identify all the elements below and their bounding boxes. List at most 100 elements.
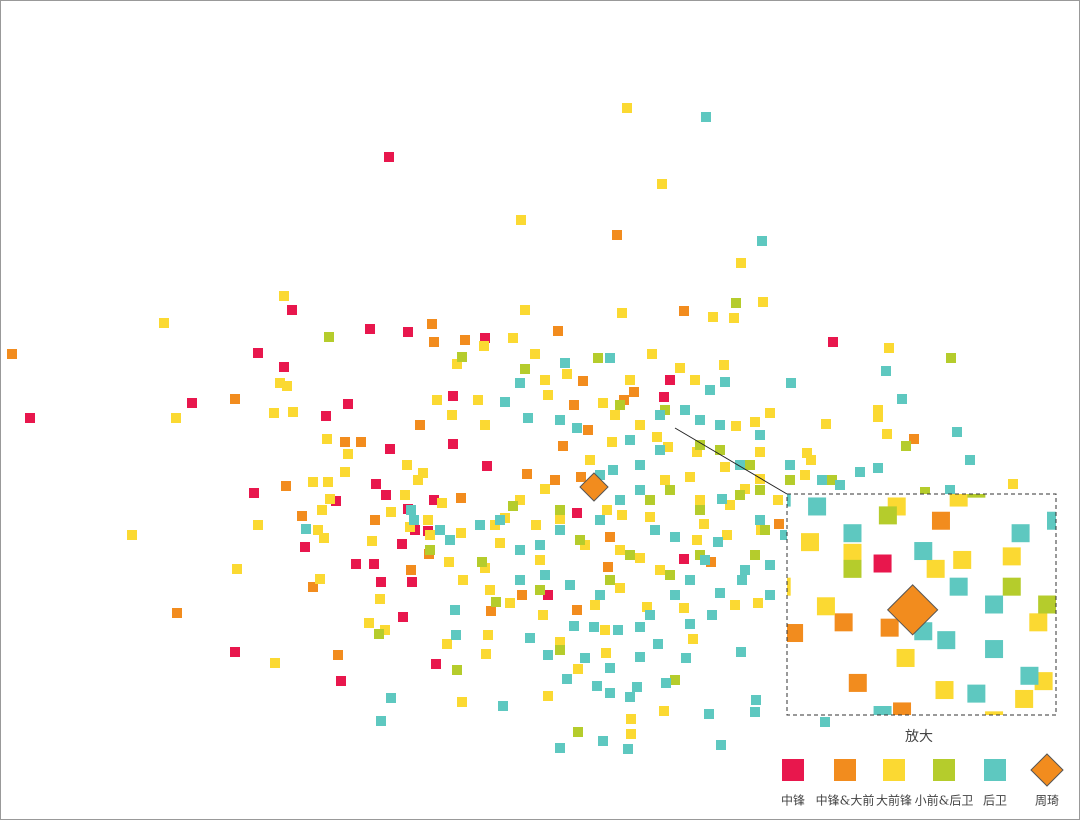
point xyxy=(780,530,790,540)
point xyxy=(685,472,695,482)
point xyxy=(398,612,408,622)
point xyxy=(343,399,353,409)
point xyxy=(695,495,705,505)
point xyxy=(520,305,530,315)
point xyxy=(615,583,625,593)
point xyxy=(701,112,711,122)
point xyxy=(374,629,384,639)
point xyxy=(953,550,972,569)
point xyxy=(375,594,385,604)
point xyxy=(279,362,289,372)
point xyxy=(650,525,660,535)
point xyxy=(625,550,635,560)
point xyxy=(603,562,613,572)
point xyxy=(605,688,615,698)
point xyxy=(680,405,690,415)
point xyxy=(873,706,892,715)
point xyxy=(757,236,767,246)
point xyxy=(647,349,657,359)
point xyxy=(665,485,675,495)
point xyxy=(324,332,334,342)
point xyxy=(617,510,627,520)
point xyxy=(127,530,137,540)
point xyxy=(230,647,240,657)
point xyxy=(279,291,289,301)
point xyxy=(715,420,725,430)
point xyxy=(751,695,761,705)
point xyxy=(834,613,853,632)
point xyxy=(679,306,689,316)
point xyxy=(622,103,632,113)
point xyxy=(816,597,835,616)
point xyxy=(473,395,483,405)
point xyxy=(896,648,915,667)
point xyxy=(595,470,605,480)
point xyxy=(580,653,590,663)
point xyxy=(659,706,669,716)
point xyxy=(540,484,550,494)
point xyxy=(679,554,689,564)
point xyxy=(491,597,501,607)
point xyxy=(665,375,675,385)
point xyxy=(625,435,635,445)
point xyxy=(1020,666,1039,685)
point xyxy=(483,630,493,640)
point xyxy=(397,539,407,549)
point xyxy=(400,490,410,500)
point xyxy=(593,353,603,363)
zoom-label: 放大 xyxy=(905,729,933,745)
point xyxy=(750,707,760,717)
point xyxy=(369,559,379,569)
point xyxy=(625,692,635,702)
point xyxy=(381,490,391,500)
point xyxy=(785,460,795,470)
overlay: 中锋 中锋&大前 大前锋 小前&后卫 后卫 周琦 xyxy=(674,427,1064,808)
point xyxy=(635,420,645,430)
point xyxy=(386,507,396,517)
point xyxy=(403,327,413,337)
point xyxy=(645,610,655,620)
point xyxy=(448,391,458,401)
point xyxy=(722,530,732,540)
point xyxy=(282,381,292,391)
point xyxy=(625,375,635,385)
point xyxy=(336,676,346,686)
point xyxy=(508,333,518,343)
point xyxy=(965,455,975,465)
point xyxy=(555,505,565,515)
point xyxy=(517,590,527,600)
point xyxy=(765,560,775,570)
point xyxy=(444,557,454,567)
point xyxy=(605,353,615,363)
point xyxy=(897,394,907,404)
legend-label: 大前锋 xyxy=(876,793,912,808)
point xyxy=(1034,672,1053,691)
point xyxy=(313,525,323,535)
point xyxy=(729,313,739,323)
point xyxy=(760,525,770,535)
point xyxy=(572,423,582,433)
point xyxy=(376,716,386,726)
point xyxy=(317,505,327,515)
point xyxy=(297,511,307,521)
point xyxy=(725,500,735,510)
point xyxy=(598,736,608,746)
point xyxy=(402,460,412,470)
point xyxy=(617,308,627,318)
point xyxy=(882,429,892,439)
point xyxy=(645,495,655,505)
point xyxy=(801,533,820,552)
point xyxy=(25,413,35,423)
point xyxy=(456,493,466,503)
point xyxy=(601,648,611,658)
point xyxy=(550,475,560,485)
point xyxy=(340,437,350,447)
point xyxy=(615,545,625,555)
point xyxy=(565,580,575,590)
point xyxy=(652,432,662,442)
point xyxy=(371,479,381,489)
point xyxy=(802,448,812,458)
point xyxy=(380,625,390,635)
point xyxy=(495,515,505,525)
point xyxy=(753,598,763,608)
